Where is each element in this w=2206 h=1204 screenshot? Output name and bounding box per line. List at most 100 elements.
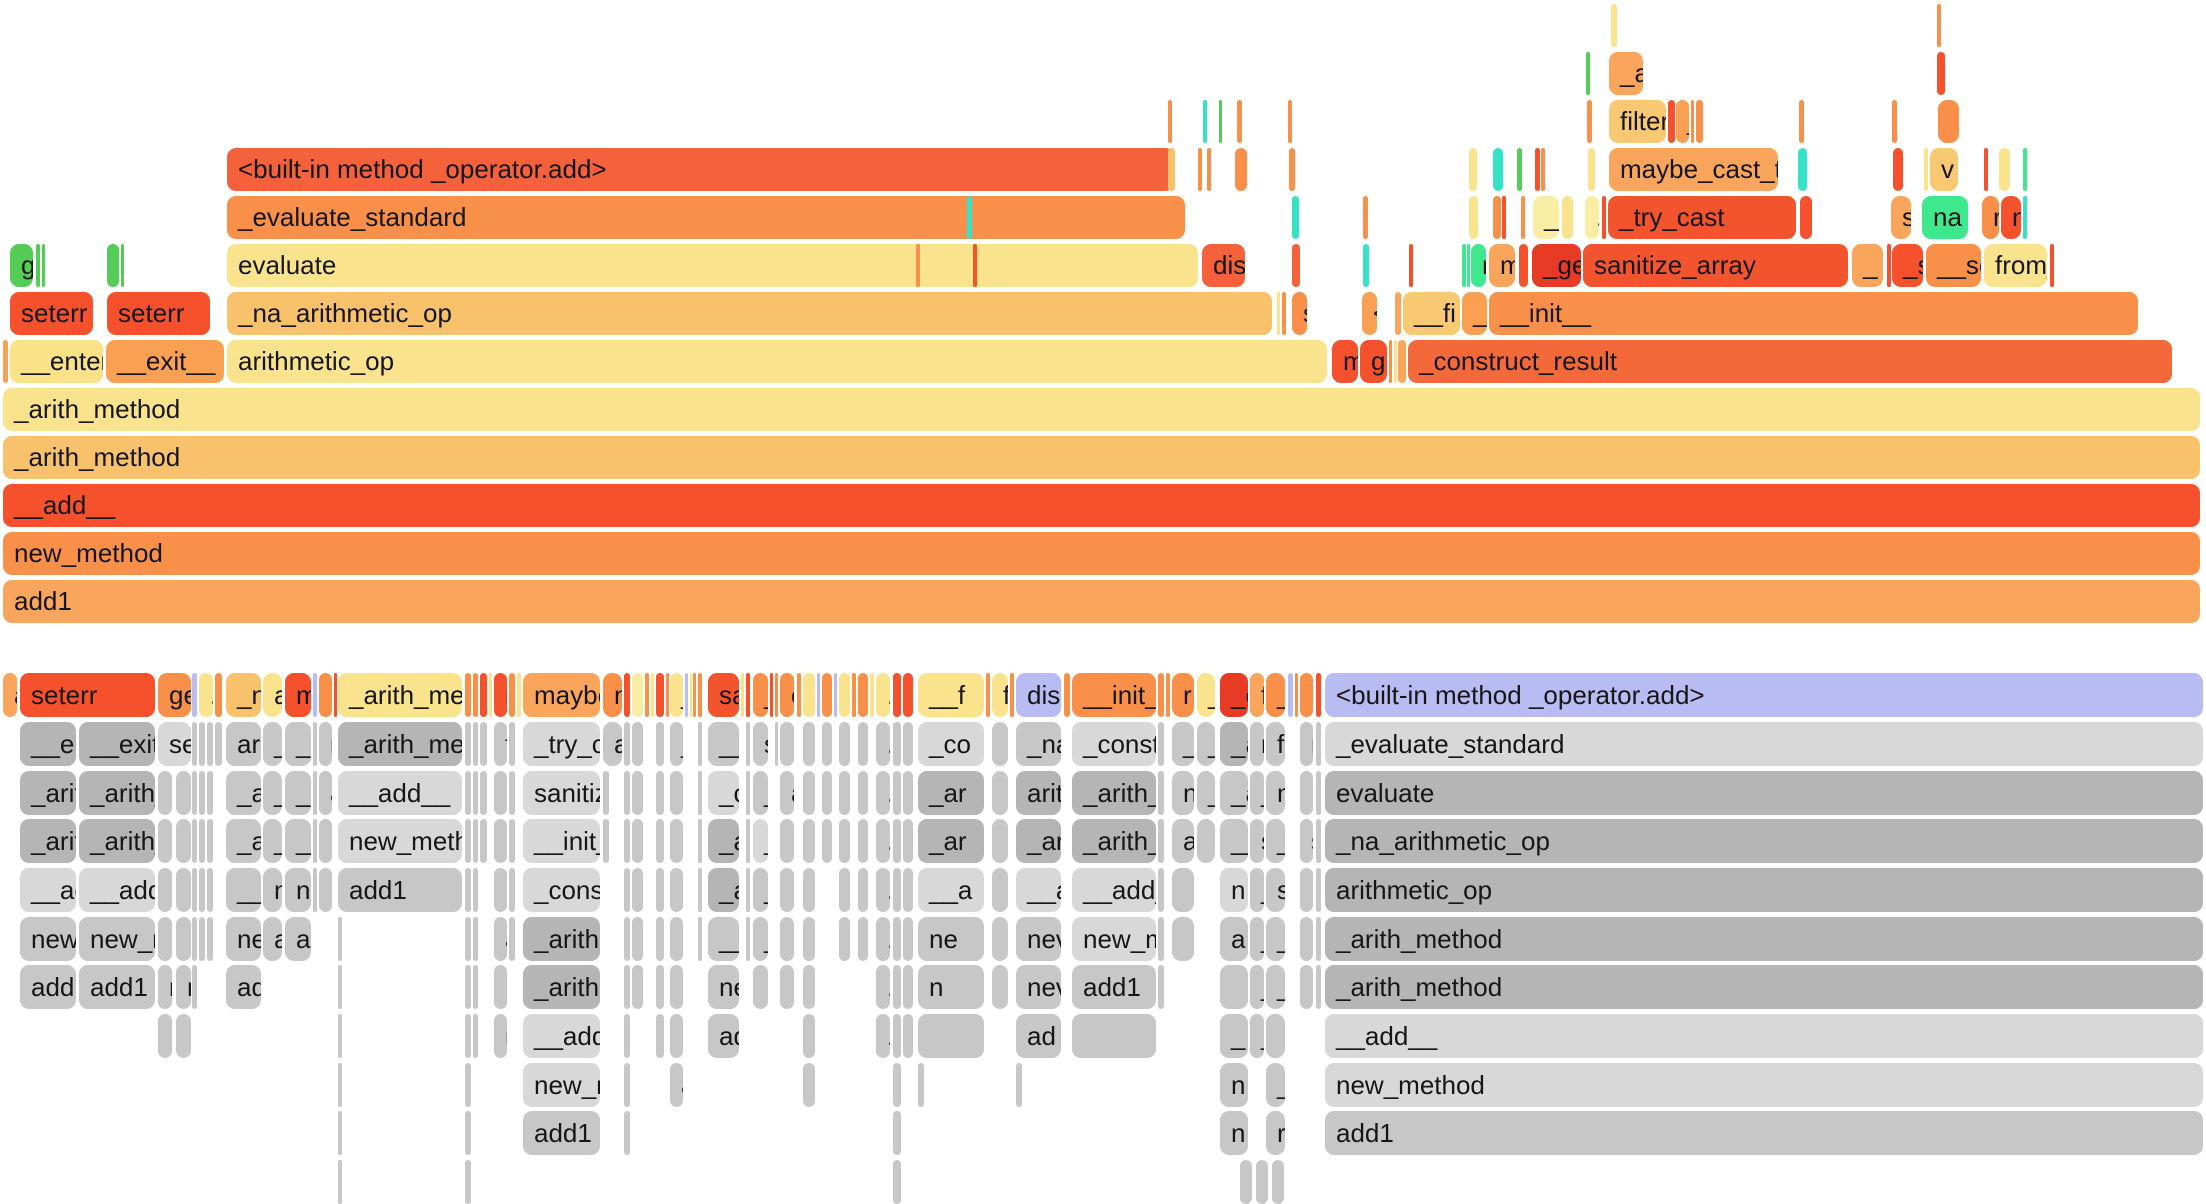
frame-_arith_method[interactable]: _arith_method — [3, 388, 2200, 431]
frame-r[interactable]: r — [176, 965, 191, 1009]
frame-sliver[interactable] — [1316, 819, 1321, 863]
frame-ari[interactable]: ari — [226, 722, 261, 766]
frame-a[interactable]: a — [1220, 917, 1248, 961]
frame-sliver[interactable] — [858, 917, 868, 961]
frame-sliver[interactable] — [176, 819, 191, 863]
frame-[interactable]: . — [494, 771, 507, 815]
frame-sliver[interactable] — [1394, 340, 1397, 383]
frame-[interactable]: . — [839, 722, 850, 766]
frame-a[interactable]: a — [3, 673, 17, 717]
frame-_ge[interactable]: _ge — [1532, 244, 1581, 287]
frame-sliver[interactable] — [465, 819, 471, 863]
frame-sliver[interactable] — [338, 1160, 342, 1204]
frame-[interactable]: . — [1893, 148, 1903, 191]
frame-sliver[interactable] — [1172, 868, 1194, 912]
frame-_[interactable]: _ — [1250, 868, 1264, 912]
frame-nc[interactable]: nc — [285, 868, 311, 912]
frame-_s[interactable]: _s — [1892, 244, 1923, 287]
frame-a[interactable]: a — [1240, 1160, 1252, 1204]
frame-sliver[interactable] — [903, 1014, 913, 1058]
frame-new_[interactable]: new_ — [20, 917, 76, 961]
frame-sliver[interactable] — [656, 673, 664, 717]
frame-sliver[interactable] — [839, 917, 850, 961]
frame-sliver[interactable] — [176, 771, 191, 815]
frame-sliver[interactable] — [509, 771, 515, 815]
frame-sliver[interactable] — [1984, 148, 1988, 191]
frame-[interactable]: . — [803, 868, 815, 912]
frame-a[interactable]: a — [803, 1014, 815, 1058]
frame-_try_cast[interactable]: _try_cast — [1608, 196, 1796, 239]
frame-sliver[interactable] — [199, 722, 205, 766]
frame-sliver[interactable] — [338, 917, 342, 961]
frame-sliver[interactable] — [489, 673, 492, 717]
frame-_evaluate_standard[interactable]: _evaluate_standard — [227, 196, 1185, 239]
frame-_a[interactable]: _a — [708, 868, 739, 912]
frame-sliver[interactable] — [1937, 52, 1945, 95]
frame-sliver[interactable] — [480, 722, 487, 766]
frame-sliver[interactable] — [1220, 965, 1248, 1009]
frame-[interactable]: . — [876, 868, 890, 912]
frame-seterr[interactable]: seterr — [10, 292, 93, 335]
frame-sliver[interactable] — [42, 244, 45, 287]
frame-sliver[interactable] — [775, 673, 778, 717]
frame-new_method[interactable]: new_method — [1325, 1063, 2203, 1107]
frame-sa[interactable]: sa — [708, 673, 739, 717]
frame-_na_arithmetic_op[interactable]: _na_arithmetic_op — [1325, 819, 2203, 863]
frame-n[interactable]: n — [1220, 1063, 1248, 1107]
frame-sliver[interactable] — [624, 917, 630, 961]
frame-_[interactable]: _ — [263, 771, 282, 815]
frame-sliver[interactable] — [918, 1063, 924, 1107]
frame-_[interactable]: _ — [263, 819, 282, 863]
frame-sliver[interactable] — [746, 868, 750, 912]
frame-[interactable]: . — [803, 673, 815, 717]
frame-__[interactable]: __ — [285, 819, 311, 863]
frame-__[interactable]: __ — [708, 917, 739, 961]
frame-_arith_[interactable]: _arith_ — [1072, 819, 1156, 863]
frame-sliver[interactable] — [1409, 244, 1413, 287]
frame-n[interactable]: n — [1172, 771, 1194, 815]
frame-__init__[interactable]: __init__ — [1489, 292, 2138, 335]
frame-n[interactable]: n — [1256, 1160, 1268, 1204]
frame-a[interactable]: a — [670, 1063, 683, 1107]
frame-sliver[interactable] — [893, 868, 901, 912]
frame-n[interactable]: n — [603, 673, 622, 717]
frame-sliver[interactable] — [817, 673, 820, 717]
frame-sliver[interactable] — [1363, 196, 1368, 239]
frame-builtinmethod_operatoradd[interactable]: <built-in method _operator.add> — [227, 148, 1174, 191]
frame-[interactable]: . — [822, 673, 832, 717]
frame-_a[interactable]: _a — [1220, 771, 1248, 815]
frame-_[interactable]: _ — [1250, 1014, 1264, 1058]
frame-_[interactable]: _ — [670, 673, 683, 717]
frame-sliver[interactable] — [666, 673, 669, 717]
frame-sliver[interactable] — [192, 965, 197, 1009]
frame-sliver[interactable] — [656, 868, 664, 912]
frame-sliver[interactable] — [746, 819, 750, 863]
frame-[interactable]: . — [670, 819, 683, 863]
frame-_[interactable]: _ — [1266, 1063, 1285, 1107]
frame-r[interactable]: r — [1266, 1111, 1285, 1155]
frame-_arith_[interactable]: _arith_ — [79, 771, 155, 815]
frame-sliver[interactable] — [1586, 52, 1590, 95]
frame-sliver[interactable] — [1237, 100, 1242, 143]
frame-_a[interactable]: _a — [708, 819, 739, 863]
frame-sliver[interactable] — [1158, 722, 1164, 766]
frame-_[interactable]: _ — [1462, 292, 1487, 335]
frame-arit[interactable]: arit — [1016, 771, 1061, 815]
frame-sliver[interactable] — [319, 868, 332, 912]
frame-sliver[interactable] — [632, 917, 643, 961]
frame-sliver[interactable] — [313, 673, 317, 717]
frame-sliver[interactable] — [158, 917, 172, 961]
frame-ne[interactable]: ne — [708, 965, 739, 1009]
frame-ac[interactable]: ac — [285, 917, 311, 961]
frame-ad[interactable]: ad — [708, 1014, 739, 1058]
frame-sliver[interactable] — [656, 771, 664, 815]
frame-sliver[interactable] — [698, 722, 702, 766]
frame-g[interactable]: g — [107, 244, 119, 287]
frame-sliver[interactable] — [1389, 340, 1392, 383]
frame-sliver[interactable] — [1277, 292, 1280, 335]
frame-sliver[interactable] — [1316, 917, 1321, 961]
frame-r[interactable]: r — [158, 965, 172, 1009]
frame-_arith[interactable]: _arith — [523, 917, 600, 961]
frame-_[interactable]: _ — [263, 722, 282, 766]
frame-[interactable]: . — [199, 673, 213, 717]
